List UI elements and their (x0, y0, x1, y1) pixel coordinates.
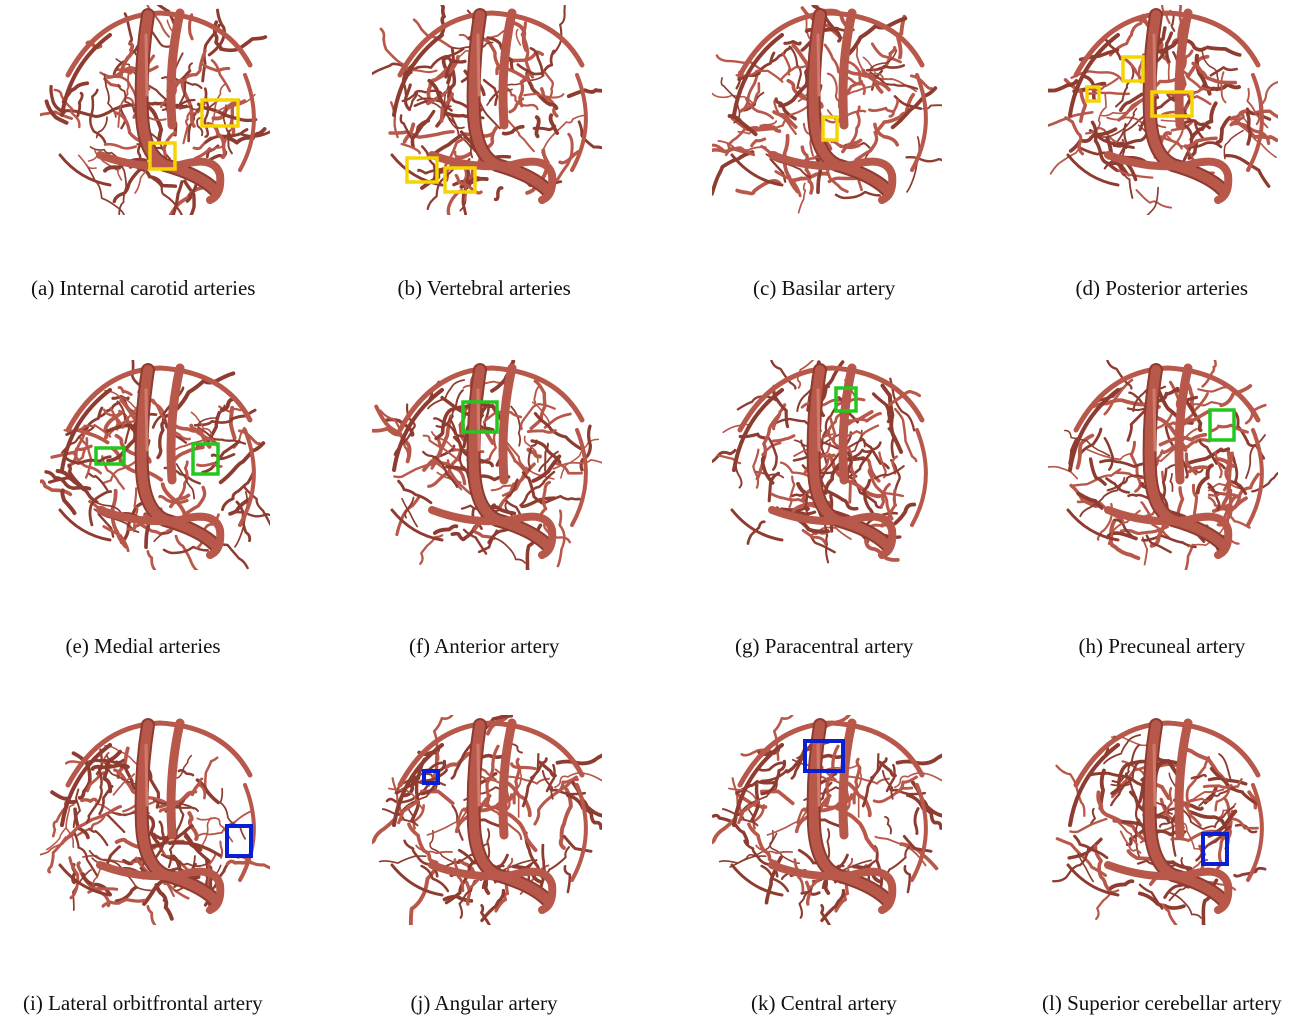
panel-e (40, 360, 270, 570)
vessel-rendering (372, 715, 602, 925)
panel-caption: (h) Precuneal artery (1078, 634, 1246, 658)
highlight-box (443, 166, 477, 194)
panel-caption: (d) Posterior arteries (1075, 276, 1249, 300)
highlight-box (191, 442, 220, 476)
highlight-box (821, 115, 839, 142)
vessel-rendering (40, 718, 270, 925)
panel-k (712, 715, 942, 925)
panel-c (712, 5, 942, 215)
panel-a (40, 5, 270, 215)
panel-i (40, 715, 270, 925)
panel-caption: (i) Lateral orbitfrontal artery (23, 991, 263, 1015)
vessel-rendering (40, 360, 270, 570)
highlight-box (1085, 85, 1101, 103)
panel-caption: (c) Basilar artery (753, 276, 896, 300)
vessel-rendering (372, 360, 602, 570)
vessel-rendering (712, 5, 942, 214)
vessel-rendering (1052, 718, 1267, 925)
panel-d (1048, 5, 1278, 215)
panel-caption: (l) Superior cerebellar artery (1042, 991, 1282, 1015)
panel-caption: (k) Central artery (751, 991, 897, 1015)
vessel-rendering (1048, 360, 1278, 570)
highlight-box (94, 446, 126, 466)
highlight-box (1201, 832, 1229, 866)
highlight-box (1150, 90, 1194, 118)
panel-caption: (a) Internal carotid arteries (31, 276, 256, 300)
panel-g (712, 360, 942, 570)
panel-h (1048, 360, 1278, 570)
highlight-box (405, 156, 439, 184)
highlight-box (1208, 408, 1236, 442)
vessel-rendering (372, 5, 602, 215)
panel-l (1048, 715, 1278, 925)
panel-b (372, 5, 602, 215)
highlight-box (461, 400, 499, 434)
highlight-box (422, 769, 440, 785)
panel-f (372, 360, 602, 570)
highlight-box (803, 739, 845, 773)
vessel-rendering (1048, 5, 1278, 215)
panel-caption: (f) Anterior artery (409, 634, 560, 658)
vessel-rendering (712, 360, 928, 564)
panel-caption: (g) Paracentral artery (735, 634, 914, 658)
panel-caption: (b) Vertebral arteries (397, 276, 571, 300)
panel-caption: (j) Angular artery (410, 991, 558, 1015)
highlight-box (200, 98, 240, 128)
panel-j (372, 715, 602, 925)
highlight-box (225, 824, 253, 858)
highlight-box (834, 386, 858, 413)
highlight-box (1121, 55, 1145, 83)
highlight-box (148, 141, 177, 171)
vessel-rendering (712, 715, 942, 925)
panel-caption: (e) Medial arteries (65, 634, 221, 658)
vessel-rendering (40, 5, 270, 215)
